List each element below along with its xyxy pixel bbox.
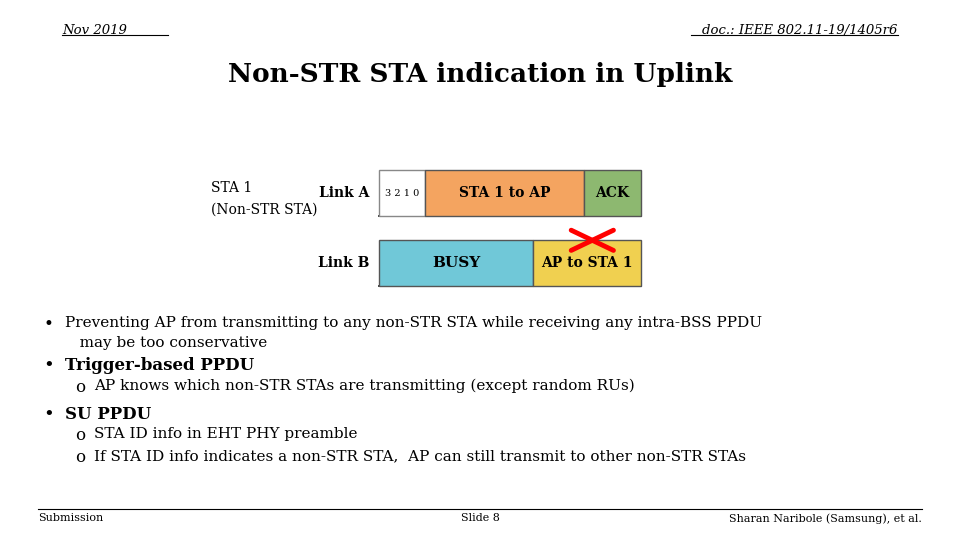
Text: Nov 2019: Nov 2019 bbox=[62, 24, 128, 37]
Text: doc.: IEEE 802.11-19/1405r6: doc.: IEEE 802.11-19/1405r6 bbox=[702, 24, 898, 37]
Text: BUSY: BUSY bbox=[432, 256, 480, 270]
Text: Trigger-based PPDU: Trigger-based PPDU bbox=[65, 357, 254, 374]
Text: AP knows which non-STR STAs are transmitting (except random RUs): AP knows which non-STR STAs are transmit… bbox=[94, 379, 635, 394]
Text: Sharan Naribole (Samsung), et al.: Sharan Naribole (Samsung), et al. bbox=[729, 513, 922, 524]
Text: may be too conservative: may be too conservative bbox=[65, 336, 268, 350]
FancyBboxPatch shape bbox=[379, 170, 425, 216]
Text: STA 1: STA 1 bbox=[211, 181, 252, 195]
Text: Link B: Link B bbox=[318, 256, 370, 270]
Text: Slide 8: Slide 8 bbox=[461, 513, 499, 523]
Text: o: o bbox=[75, 449, 85, 466]
FancyBboxPatch shape bbox=[533, 240, 641, 286]
Text: ACK: ACK bbox=[595, 186, 630, 200]
Text: •: • bbox=[43, 357, 54, 375]
Text: If STA ID info indicates a non-STR STA,  AP can still transmit to other non-STR : If STA ID info indicates a non-STR STA, … bbox=[94, 449, 746, 463]
Text: o: o bbox=[75, 427, 85, 443]
FancyBboxPatch shape bbox=[425, 170, 584, 216]
Text: STA 1 to AP: STA 1 to AP bbox=[459, 186, 550, 200]
Text: Link A: Link A bbox=[320, 186, 370, 200]
Text: STA ID info in EHT PHY preamble: STA ID info in EHT PHY preamble bbox=[94, 427, 357, 441]
Text: SU PPDU: SU PPDU bbox=[65, 406, 152, 423]
FancyBboxPatch shape bbox=[584, 170, 641, 216]
Text: •: • bbox=[43, 406, 54, 424]
Text: Preventing AP from transmitting to any non-STR STA while receiving any intra-BSS: Preventing AP from transmitting to any n… bbox=[65, 316, 762, 330]
FancyBboxPatch shape bbox=[379, 240, 533, 286]
Text: •: • bbox=[43, 316, 53, 333]
Text: (Non-STR STA): (Non-STR STA) bbox=[211, 202, 318, 217]
Text: 3 2 1 0: 3 2 1 0 bbox=[385, 188, 420, 198]
Text: AP to STA 1: AP to STA 1 bbox=[541, 256, 633, 270]
Text: o: o bbox=[75, 379, 85, 396]
Text: Non-STR STA indication in Uplink: Non-STR STA indication in Uplink bbox=[228, 62, 732, 87]
Text: Submission: Submission bbox=[38, 513, 104, 523]
